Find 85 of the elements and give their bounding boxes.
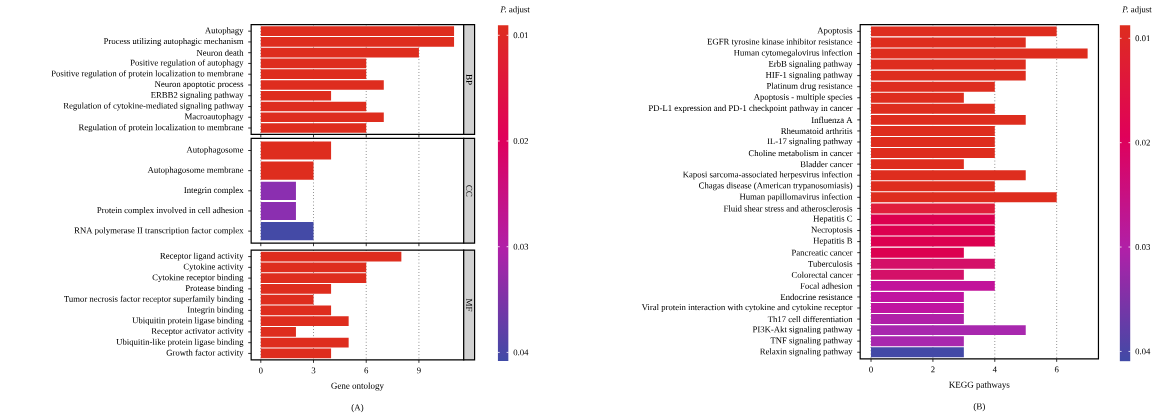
text: MF [466,298,473,312]
text: CC [466,185,473,197]
y-tick-label: Necroptosis [811,226,853,235]
color-bar-label: 0.02 [1135,139,1150,146]
x-tick-label: 6 [1054,366,1059,373]
y-tick-label: PD-L1 expression and PD-1 checkpoint pathway in cancer [648,105,853,113]
y-tick-label: Bladder cancer [800,161,853,168]
y-tick-label: EGFR tyrosine kinase inhibitor resistance [707,38,853,47]
x-tick-label: 3 [311,367,316,374]
y-tick-label: IL-17 signaling pathway [767,138,853,147]
y-tick-label: Tumor necrosis factor receptor superfamily binding [64,295,244,304]
y-tick-label: Pancreatic cancer [791,249,853,256]
text: (B) [973,403,985,412]
y-tick-label: Neuron death [196,49,244,56]
y-tick-label: ERBB2 signaling pathway [150,91,244,100]
bar [871,214,995,225]
y-tick-label: ErbB signaling pathway [768,60,853,69]
y-tick-label: Hepatitis C [813,215,853,224]
color-bar-label: 0.04 [1135,348,1151,355]
bar [260,251,402,262]
y-tick-label: Endocrine resistance [780,294,853,301]
y-tick-label: Viral protein interaction with cytokine and cytokine receptor [641,304,853,313]
y-tick-label: Positive regulation of protein localization to membrane [51,70,244,79]
color-bar-label: 0.02 [513,138,528,145]
y-tick-label: Protein complex involved in cell adhesion [97,207,244,216]
y-tick-label: Integrin binding [187,306,244,315]
y-tick-label: Positive regulation of autophagy [130,59,244,68]
y-tick-label: Cytokine receptor binding [152,274,244,283]
y-tick-label: Macroautophagy [184,113,244,122]
y-tick-label: Autophagy [204,27,244,36]
x-tick-label: 0 [869,366,873,373]
text: (A) [351,404,364,413]
y-tick-label: Neuron apoptotic process [154,81,244,89]
x-axis-title: Gene ontology [331,382,384,391]
color-bar-title: P. adjust [500,6,530,15]
y-tick-label: PI3K-Akt signaling pathway [752,326,853,335]
y-tick-label: Kaposi sarcoma-associated herpesvirus infection [682,171,853,180]
y-tick-label: Receptor ligand activity [160,252,244,261]
y-tick-label: Colorectal cancer [791,271,853,279]
y-tick-label: Chagas disease (American trypanosomiasis) [699,182,853,191]
y-tick-label: Influenza A [811,116,853,124]
y-tick-label: Focal adhesion [800,282,853,290]
bar [871,347,964,358]
y-tick-label: Regulation of cytokine-mediated signaling pathway [63,102,244,111]
x-axis-title: KEGG pathways [949,381,1010,390]
y-tick-label: Human papillomavirus infection [739,193,853,202]
y-tick-label: Human cytomegalovirus infection [733,49,853,58]
y-tick-label: Relaxin signaling pathway [760,348,853,357]
y-tick-label: Protease binding [185,285,244,294]
y-tick-label: RNA polymerase II transcription factor complex [74,227,244,236]
y-tick-label: Platinum drug resistance [766,82,853,91]
x-tick-label: 2 [931,366,935,373]
y-tick-label: Receptor activator activity [151,328,244,336]
y-tick-label: HIF-1 signaling pathway [765,71,853,80]
y-tick-label: Choline metabolism in cancer [748,150,853,157]
color-bar-title: P. adjust [1122,6,1152,15]
bar [871,48,1088,59]
y-tick-label: Regulation of protein localization to membrane [78,124,244,133]
text: BP [466,74,473,85]
y-tick-label: Th17 cell differentiation [767,316,853,323]
y-tick-label: Autophagosome [186,146,244,155]
x-tick-label: 0 [258,367,263,374]
x-tick-label: 4 [992,366,997,373]
y-tick-label: Growth factor activity [166,349,244,358]
y-tick-label: Apoptosis [817,27,853,36]
color-bar-label: 0.01 [1135,35,1150,42]
y-tick-label: Tuberculosis [808,260,853,267]
y-tick-label: Autophagosome membrane [147,166,244,175]
y-tick-label: Fluid shear stress and atherosclerosis [723,205,853,212]
color-bar-label: 0.04 [513,349,529,356]
y-tick-label: Rheumatoid arthritis [781,128,853,135]
y-tick-label: Apoptosis - multiple species [753,93,853,102]
y-tick-label: Ubiquitin-like protein ligase binding [116,338,244,347]
y-tick-label: Ubiquitin protein ligase binding [132,317,244,326]
y-tick-label: Cytokine activity [183,263,244,272]
x-tick-label: 9 [417,367,421,374]
x-tick-label: 6 [364,367,369,374]
bar [871,203,995,214]
color-bar-label: 0.03 [1135,244,1151,251]
color-bar-label: 0.01 [513,32,528,39]
y-tick-label: TNF signaling pathway [770,337,853,346]
color-bar-label: 0.03 [513,243,529,250]
y-tick-label: Hepatitis B [813,237,853,246]
y-tick-label: Integrin complex [184,187,244,195]
y-tick-label: Process utilizing autophagic mechanism [103,38,244,47]
